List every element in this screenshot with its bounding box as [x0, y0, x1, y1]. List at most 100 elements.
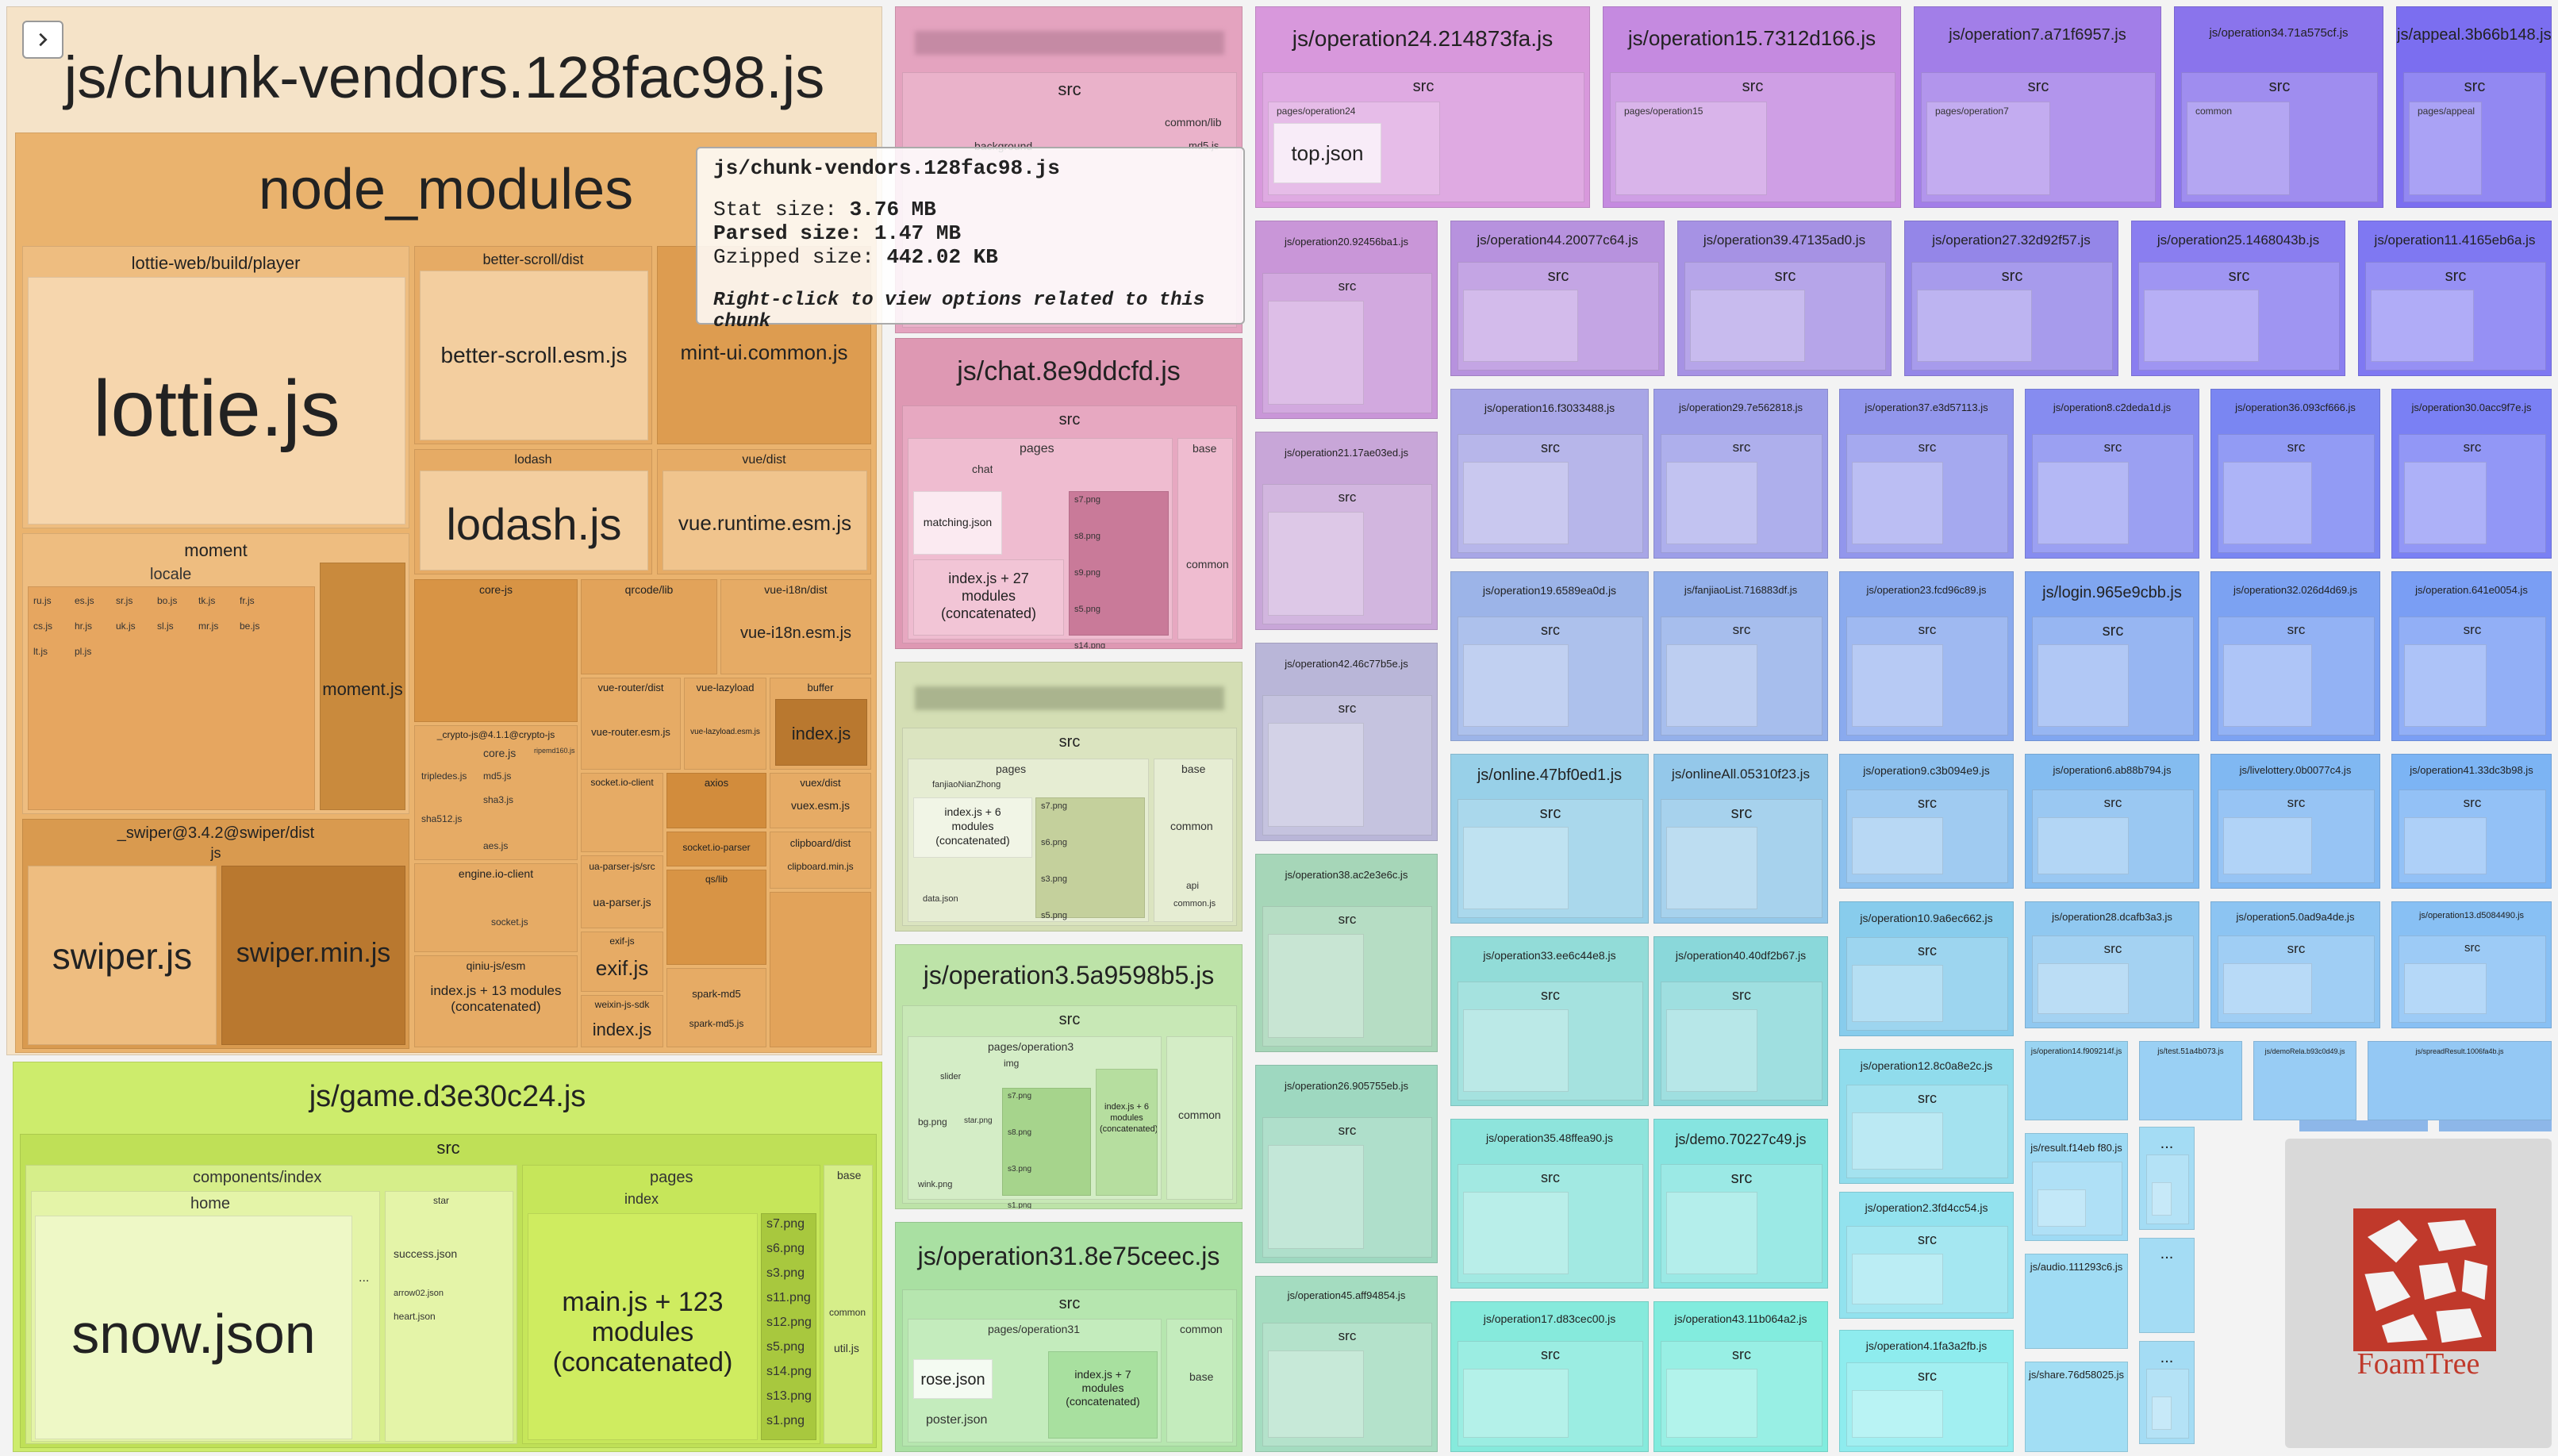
- blurred2-base[interactable]: base common api common.js: [1154, 759, 1233, 922]
- op31-side[interactable]: common base: [1166, 1319, 1233, 1443]
- crypto-dir[interactable]: _crypto-js@4.1.1@crypto-js tripledes.js …: [414, 725, 578, 860]
- game-main-file[interactable]: main.js + 123 modules (concatenated): [528, 1213, 758, 1440]
- chunk-pages[interactable]: pages/operation15: [1615, 102, 1767, 195]
- png-file[interactable]: s8.png: [1074, 532, 1101, 541]
- game-components-side[interactable]: star success.json arrow02.json heart.jso…: [385, 1191, 513, 1442]
- chunk-row1-1[interactable]: js/operation15.7312d166.js src pages/opera…: [1603, 6, 1901, 208]
- locale-file[interactable]: sl.js: [157, 620, 174, 632]
- moment-file[interactable]: moment.js: [320, 563, 405, 810]
- chunk-tile-src[interactable]: src: [1262, 695, 1432, 836]
- chunk-tile-module[interactable]: [1666, 827, 1757, 909]
- png-file[interactable]: s1.png: [1008, 1201, 1032, 1209]
- chunk-tile-module[interactable]: [1690, 290, 1805, 362]
- vue-i18n-dir[interactable]: vue-i18n/dist vue-i18n.esm.js: [720, 579, 871, 674]
- chunk-tile[interactable]: js/operation19.6589ea0d.js src: [1450, 571, 1649, 741]
- chunk-tile-src[interactable]: src: [1661, 434, 1822, 553]
- chunk-tile[interactable]: js/livelottery.0b0077c4.js src: [2210, 754, 2380, 889]
- chunk-tile-src[interactable]: src: [1846, 1085, 2008, 1178]
- png-file[interactable]: s7.png: [1074, 495, 1101, 505]
- chunk-tile[interactable]: js/operation12.8c0a8e2c.js src: [1839, 1049, 2014, 1184]
- chunk-tile-module[interactable]: [1463, 290, 1578, 362]
- chunk-tile[interactable]: js/operation37.e3d57113.js src: [1839, 389, 2014, 559]
- chunk-tile[interactable]: js/operation41.33dc3b98.js src: [2391, 754, 2552, 889]
- chunk-tile[interactable]: js/demoRela.b93c0d49.js: [2253, 1041, 2356, 1120]
- exif-dir[interactable]: exif-js exif.js: [581, 932, 663, 992]
- ua-parser-dir[interactable]: ua-parser-js/src ua-parser.js: [581, 855, 663, 928]
- chunk-tile[interactable]: js/operation28.dcafb3a3.js src: [2025, 901, 2199, 1028]
- chunk-tile[interactable]: js/audio.111293c6.js: [2025, 1254, 2128, 1349]
- socket-parser-dir[interactable]: socket.io-parser: [666, 832, 766, 866]
- chunk-pages[interactable]: pages/operation7: [1926, 102, 2050, 195]
- chunk-tile-src[interactable]: src: [1846, 789, 2008, 883]
- operation3-chunk[interactable]: js/operation3.5a9598b5.js src pages/oper…: [895, 944, 1243, 1209]
- chunk-tile-src[interactable]: src: [1262, 1323, 1432, 1446]
- chunk-tile-module[interactable]: [2404, 963, 2487, 1014]
- locale-file[interactable]: lt.js: [33, 646, 48, 657]
- op31-index[interactable]: index.js + 7 modules (concatenated): [1048, 1351, 1158, 1439]
- locale-file[interactable]: mr.js: [198, 620, 219, 632]
- chunk-src[interactable]: src pages/operation7: [1921, 72, 2156, 202]
- chunk-tile[interactable]: js/result.f14eb f80.js: [2025, 1133, 2128, 1241]
- chunk-stripe[interactable]: [2299, 1120, 2428, 1131]
- chunk-tile[interactable]: js/operation43.11b064a2.js src: [1653, 1301, 1828, 1452]
- chunk-src[interactable]: src pages/appeal: [2403, 72, 2546, 202]
- misc-modules[interactable]: [770, 892, 871, 1047]
- chunk-tile[interactable]: js/online.47bf0ed1.js src: [1450, 754, 1649, 924]
- chunk-tile-src[interactable]: src: [1458, 1164, 1643, 1283]
- swiper-dir[interactable]: _swiper@3.4.2@swiper/dist js swiper.js s…: [22, 819, 409, 1049]
- locale-file[interactable]: be.js: [240, 620, 260, 632]
- chunk-tile-module[interactable]: [1666, 1009, 1757, 1092]
- core-js-dir[interactable]: core-js: [414, 579, 578, 722]
- chunk-tile[interactable]: js/operation17.d83cec00.js src: [1450, 1301, 1649, 1452]
- chunk-tile[interactable]: js/operation42.46c77b5e.js src: [1255, 643, 1438, 841]
- axios-dir[interactable]: axios: [666, 773, 766, 828]
- vuex-dir[interactable]: vuex/dist vuex.esm.js: [770, 773, 871, 828]
- engine-io-dir[interactable]: engine.io-client socket.js: [414, 863, 578, 952]
- game-base[interactable]: base common util.js: [824, 1165, 873, 1444]
- chunk-tile[interactable]: js/operation10.9a6ec662.js src: [1839, 901, 2014, 1036]
- chunk-tile-module[interactable]: [1463, 1369, 1569, 1438]
- chunk-tile-module[interactable]: [1463, 1192, 1569, 1274]
- moment-dir[interactable]: moment locale ru.js es.js sr.js bo.js tk.js f…: [22, 533, 409, 814]
- blurred2-index[interactable]: index.js + 6 modules (concatenated): [913, 797, 1032, 858]
- chunk-tile-src[interactable]: src: [1262, 906, 1432, 1047]
- chunk-tile-src[interactable]: [2146, 1369, 2189, 1439]
- png-file[interactable]: s7.png: [1041, 801, 1068, 811]
- chunk-pages[interactable]: common: [2187, 102, 2290, 195]
- chunk-tile[interactable]: js/operation6.ab88b794.js src: [2025, 754, 2199, 889]
- chunk-tile[interactable]: js/operation36.093cf666.js src: [2210, 389, 2380, 559]
- game-components[interactable]: components/index home snow.json ... star…: [25, 1165, 517, 1444]
- png-file[interactable]: s8.png: [1008, 1128, 1032, 1137]
- chunk-tile[interactable]: ...: [2139, 1127, 2195, 1230]
- chunk-tile-module[interactable]: [2152, 1182, 2172, 1216]
- chunk-tile-src[interactable]: src: [2218, 434, 2375, 553]
- qiniu-dir[interactable]: qiniu-js/esm index.js + 13 modules (conc…: [414, 955, 578, 1047]
- chunk-tile[interactable]: js/operation33.ee6c44e8.js src: [1450, 936, 1649, 1106]
- sidebar-toggle-button[interactable]: [22, 21, 63, 59]
- chunk-tile[interactable]: js/operation44.20077c64.js src: [1450, 221, 1665, 376]
- locale-file[interactable]: tk.js: [198, 595, 216, 606]
- chunk-tile[interactable]: js/operation5.0ad9a4de.js src: [2210, 901, 2380, 1028]
- chunk-tile-module[interactable]: [1852, 1390, 1943, 1438]
- chunk-tile-module[interactable]: [2223, 817, 2312, 874]
- weixin-dir[interactable]: weixin-js-sdk index.js: [581, 995, 663, 1047]
- game-src[interactable]: src components/index home snow.json ... …: [20, 1134, 877, 1448]
- png-file[interactable]: s5.png: [1041, 911, 1068, 920]
- chunk-tile[interactable]: js/fanjiaoList.716883df.js src: [1653, 571, 1828, 741]
- chunk-tile-src[interactable]: src: [1458, 617, 1643, 736]
- chunk-tile-src[interactable]: src: [2032, 617, 2194, 736]
- chunk-pages[interactable]: pages/appeal: [2409, 102, 2482, 195]
- chunk-tile-src[interactable]: src: [2365, 262, 2546, 371]
- chunk-tile[interactable]: js/operation11.4165eb6a.js src: [2358, 221, 2552, 376]
- chunk-tile-module[interactable]: [1852, 462, 1943, 544]
- swiper-file[interactable]: swiper.js: [28, 866, 217, 1045]
- chunk-row1-3[interactable]: js/operation34.71a575cf.js src common: [2174, 6, 2383, 208]
- vue-router-dir[interactable]: vue-router/dist vue-router.esm.js: [581, 678, 681, 770]
- socket-client-dir[interactable]: socket.io-client: [581, 773, 663, 852]
- locale-grid[interactable]: ru.js es.js sr.js bo.js tk.js fr.js cs.js hr.js…: [28, 586, 315, 810]
- chunk-row1-4[interactable]: js/appeal.3b66b148.js src pages/appeal: [2396, 6, 2552, 208]
- chunk-tile-src[interactable]: src: [2399, 935, 2546, 1023]
- png-file[interactable]: s5.png: [1074, 605, 1101, 614]
